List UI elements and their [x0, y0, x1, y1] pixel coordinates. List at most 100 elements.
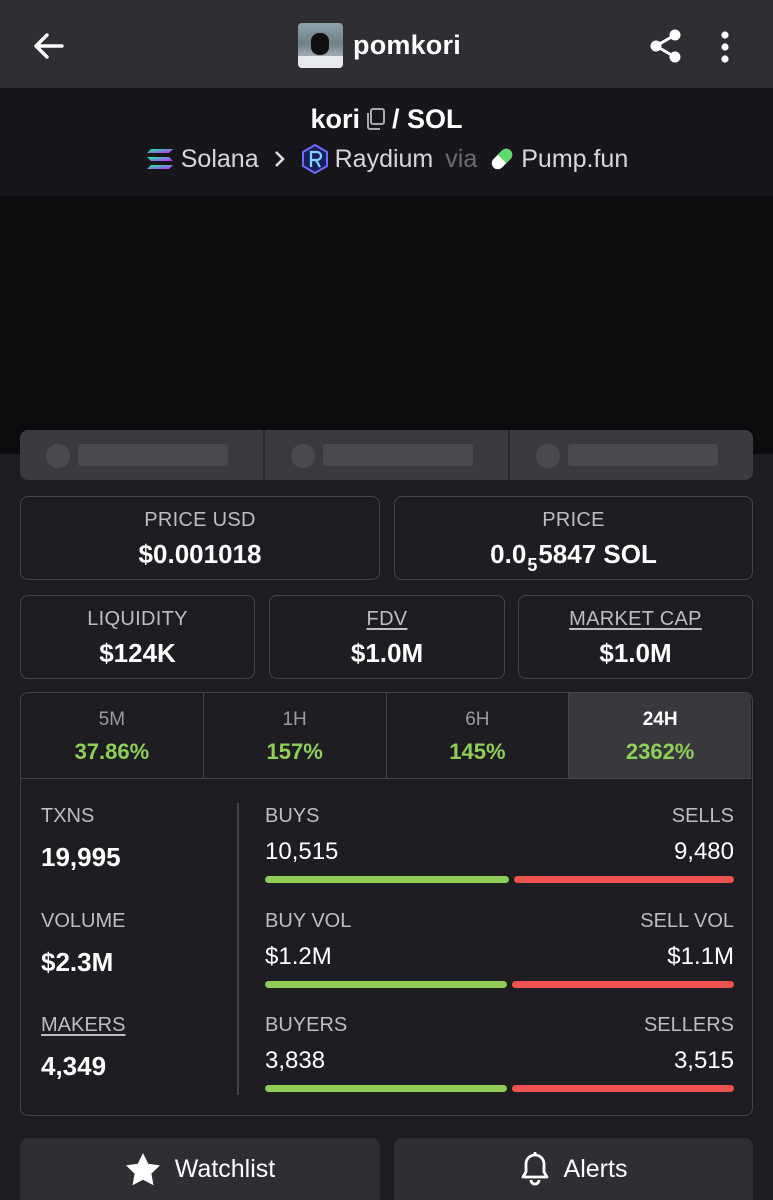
token-avatar — [298, 22, 343, 68]
buys-label: BUYS — [265, 805, 320, 827]
makers-stat[interactable]: MAKERS 4,349 — [41, 1014, 125, 1082]
buy-vol-label: BUY VOL — [265, 910, 352, 932]
tab-label: 24H — [642, 709, 678, 730]
sellers-value: 3,515 — [673, 1047, 734, 1074]
chain-name: Solana — [180, 144, 259, 173]
tab-1h[interactable]: 1H 157% — [204, 693, 387, 778]
buys-sells-ratio: BUYS SELLS 10,515 9,480 — [265, 805, 734, 883]
buy-bar — [265, 981, 507, 988]
divider — [237, 803, 239, 1095]
chain-breadcrumb: Solana Raydium via Pump.fun — [0, 144, 773, 174]
price-sol-box: PRICE 0.055847 SOL — [394, 496, 753, 580]
placeholder-cell — [510, 430, 753, 480]
sell-bar — [512, 981, 734, 988]
token-title: pomkori — [298, 22, 461, 68]
tab-change: 157% — [266, 739, 323, 764]
pill-icon — [491, 148, 513, 170]
price-zero-count: 5 — [527, 555, 538, 575]
solana-icon — [146, 149, 173, 169]
buyers-label: BUYERS — [265, 1014, 348, 1036]
chevron-right-icon — [274, 151, 285, 167]
placeholder-cell — [265, 430, 510, 480]
ratio-bar — [265, 876, 734, 883]
alerts-label: Alerts — [563, 1154, 628, 1183]
pair-header: kori / SOL Solana Raydium via Pump.fun — [0, 88, 773, 196]
tab-label: 5M — [98, 709, 126, 730]
fdv-label[interactable]: FDV — [366, 608, 408, 630]
price-chart[interactable] — [0, 196, 773, 454]
tab-6h[interactable]: 6H 145% — [387, 693, 570, 778]
sells-label: SELLS — [671, 805, 734, 827]
fdv-value: $1.0M — [350, 638, 424, 668]
ratio-bar — [265, 1085, 734, 1092]
launchpad-name: Pump.fun — [521, 144, 629, 173]
more-options-icon[interactable] — [710, 26, 740, 66]
price-prefix: 0.0 — [490, 539, 527, 569]
sell-vol-label: SELL VOL — [640, 910, 734, 932]
buyers-sellers-ratio: BUYERS SELLERS 3,838 3,515 — [265, 1014, 734, 1092]
top-bar: pomkori — [0, 0, 773, 88]
tab-5m[interactable]: 5M 37.86% — [21, 693, 204, 778]
dex-link[interactable]: Raydium — [301, 144, 434, 174]
buys-value: 10,515 — [265, 838, 339, 865]
makers-label[interactable]: MAKERS — [41, 1014, 126, 1036]
buy-bar — [265, 876, 509, 883]
volume-ratio: BUY VOL SELL VOL $1.2M $1.1M — [265, 910, 734, 988]
sell-bar — [512, 1085, 734, 1092]
volume-label: VOLUME — [41, 910, 126, 932]
chain-link[interactable]: Solana — [145, 145, 259, 174]
ratio-bar — [265, 981, 734, 988]
via-label: via — [445, 144, 478, 173]
txns-stat: TXNS 19,995 — [41, 805, 121, 873]
market-cap-value: $1.0M — [599, 638, 672, 668]
volume-value: $2.3M — [41, 947, 114, 977]
buy-bar — [265, 1085, 507, 1092]
price-usd-value: $0.001018 — [138, 539, 262, 569]
price-sol-value: 0.055847 SOL — [395, 539, 752, 576]
star-icon — [125, 1153, 160, 1186]
buy-vol-value: $1.2M — [265, 943, 332, 970]
price-sol-label: PRICE — [542, 509, 605, 531]
token-name: pomkori — [353, 29, 461, 60]
watchlist-label: Watchlist — [174, 1154, 276, 1183]
dex-name: Raydium — [334, 144, 434, 173]
price-usd-label: PRICE USD — [144, 509, 256, 531]
launchpad-link[interactable]: Pump.fun — [489, 145, 628, 174]
txns-label: TXNS — [41, 805, 95, 827]
sells-value: 9,480 — [673, 838, 734, 865]
timeframe-tabs: 5M 37.86% 1H 157% 6H 145% 24H 2362% — [21, 693, 751, 779]
liquidity-value: $124K — [99, 638, 176, 668]
fdv-box[interactable]: FDV $1.0M — [269, 595, 505, 679]
copy-icon[interactable] — [364, 107, 386, 131]
txns-value: 19,995 — [41, 842, 121, 872]
makers-value: 4,349 — [41, 1051, 107, 1081]
sellers-label: SELLERS — [643, 1014, 734, 1036]
tab-change: 145% — [449, 739, 506, 764]
raydium-icon — [301, 144, 328, 174]
price-usd-box: PRICE USD $0.001018 — [20, 496, 380, 580]
pair-name: kori / SOL — [0, 104, 773, 135]
pair-separator: / — [391, 104, 400, 134]
tab-label: 1H — [282, 709, 307, 730]
watchlist-button[interactable]: Watchlist — [20, 1138, 380, 1200]
liquidity-box: LIQUIDITY $124K — [20, 595, 255, 679]
placeholder-cell — [20, 430, 265, 480]
bell-icon — [521, 1152, 548, 1186]
quote-symbol: SOL — [407, 104, 463, 134]
timeframe-stats: 5M 37.86% 1H 157% 6H 145% 24H 2362% TXNS… — [20, 692, 753, 1116]
base-symbol: kori — [310, 104, 360, 134]
tab-label: 6H — [465, 709, 490, 730]
volume-stat: VOLUME $2.3M — [41, 910, 125, 978]
tab-change: 37.86% — [74, 739, 150, 764]
share-icon[interactable] — [646, 26, 686, 66]
tab-24h[interactable]: 24H 2362% — [569, 693, 751, 778]
price-suffix: 5847 SOL — [538, 539, 657, 569]
sell-vol-value: $1.1M — [667, 943, 734, 970]
alerts-button[interactable]: Alerts — [394, 1138, 753, 1200]
tab-change: 2362% — [625, 739, 695, 764]
market-cap-box[interactable]: MARKET CAP $1.0M — [518, 595, 753, 679]
market-cap-label[interactable]: MARKET CAP — [569, 608, 702, 630]
back-arrow-icon[interactable] — [28, 26, 68, 66]
links-loading-placeholder — [20, 430, 753, 480]
buyers-value: 3,838 — [265, 1047, 326, 1074]
